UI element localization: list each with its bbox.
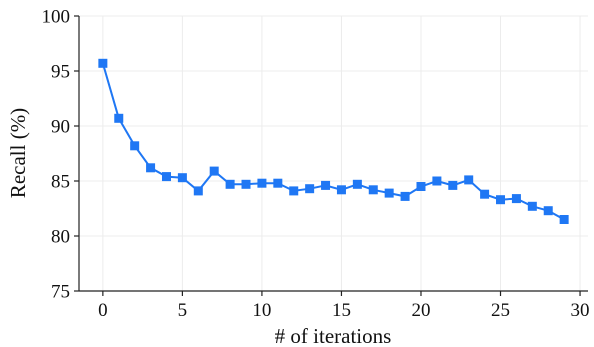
data-point [241,179,251,189]
x-tick-label: 0 [98,300,108,321]
data-point [432,176,442,186]
data-point [161,172,171,182]
y-tick-label: 80 [51,227,70,248]
data-point [305,184,315,194]
data-point [352,179,362,189]
data-point [416,182,426,191]
data-point [289,186,299,196]
y-tick-label: 95 [51,62,70,83]
y-tick-label: 85 [51,172,70,193]
axes [78,16,588,292]
data-point [464,175,474,185]
data-point [448,180,458,190]
y-tick-label: 100 [42,7,71,28]
data-point [336,185,346,195]
x-tick-label: 10 [252,300,271,321]
data-point [496,195,506,205]
data-point [400,191,410,201]
data-point [193,186,203,196]
x-tick-label: 30 [571,300,590,321]
data-point [527,201,537,211]
data-point [559,215,569,224]
data-point [543,206,553,216]
data-point [368,185,378,195]
data-point [273,178,283,188]
data-point [511,194,521,204]
series-line [101,63,565,221]
y-axis-title: Recall (%) [6,108,30,198]
data-point [98,58,108,68]
grid-lines [79,15,588,292]
data-point [209,166,219,176]
x-axis-title: # of iterations [275,324,392,347]
data-point [321,180,331,190]
x-tick-label: 20 [411,300,430,321]
data-point [130,141,140,151]
data-point [480,189,490,199]
x-tick-label: 5 [178,300,188,321]
data-point [225,179,235,189]
ticks: 0 5 10 15 20 25 30 75 80 85 90 95 100 [42,7,590,322]
data-point [257,178,267,188]
data-point [384,188,394,198]
y-tick-label: 90 [51,117,70,138]
data-point [146,163,156,173]
data-point [177,173,187,183]
x-tick-label: 15 [332,300,351,321]
series-group [98,58,569,224]
x-tick-label: 25 [491,300,510,321]
y-tick-label: 75 [51,282,70,303]
data-point [114,113,124,123]
